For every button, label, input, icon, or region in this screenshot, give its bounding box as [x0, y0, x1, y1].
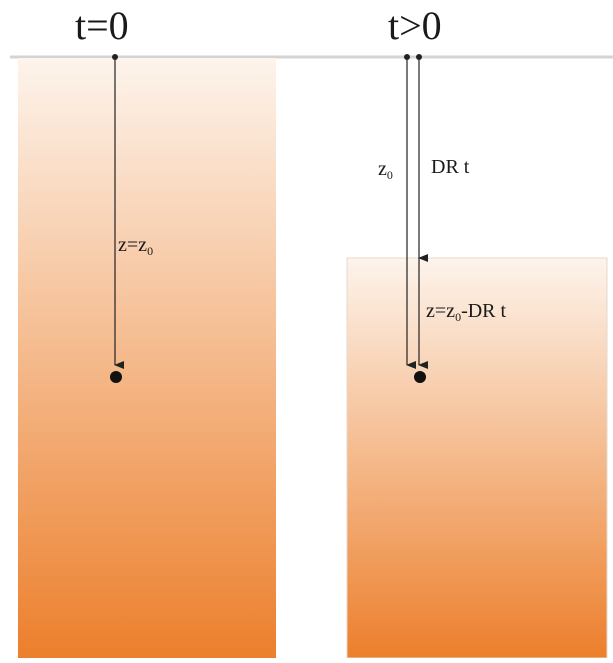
- panel-title-tgt0: t>0: [388, 3, 442, 48]
- panel-title-t0: t=0: [75, 3, 129, 48]
- particle-dot-left: [110, 371, 122, 383]
- erosion-label: DR t: [431, 156, 470, 178]
- depth-label-left: z=z0: [118, 234, 154, 258]
- rock-column-left: [18, 58, 276, 658]
- depth-label-right: z=z0-DR t: [426, 300, 507, 324]
- z0-label: z0: [378, 158, 393, 182]
- particle-dot-right: [414, 371, 426, 383]
